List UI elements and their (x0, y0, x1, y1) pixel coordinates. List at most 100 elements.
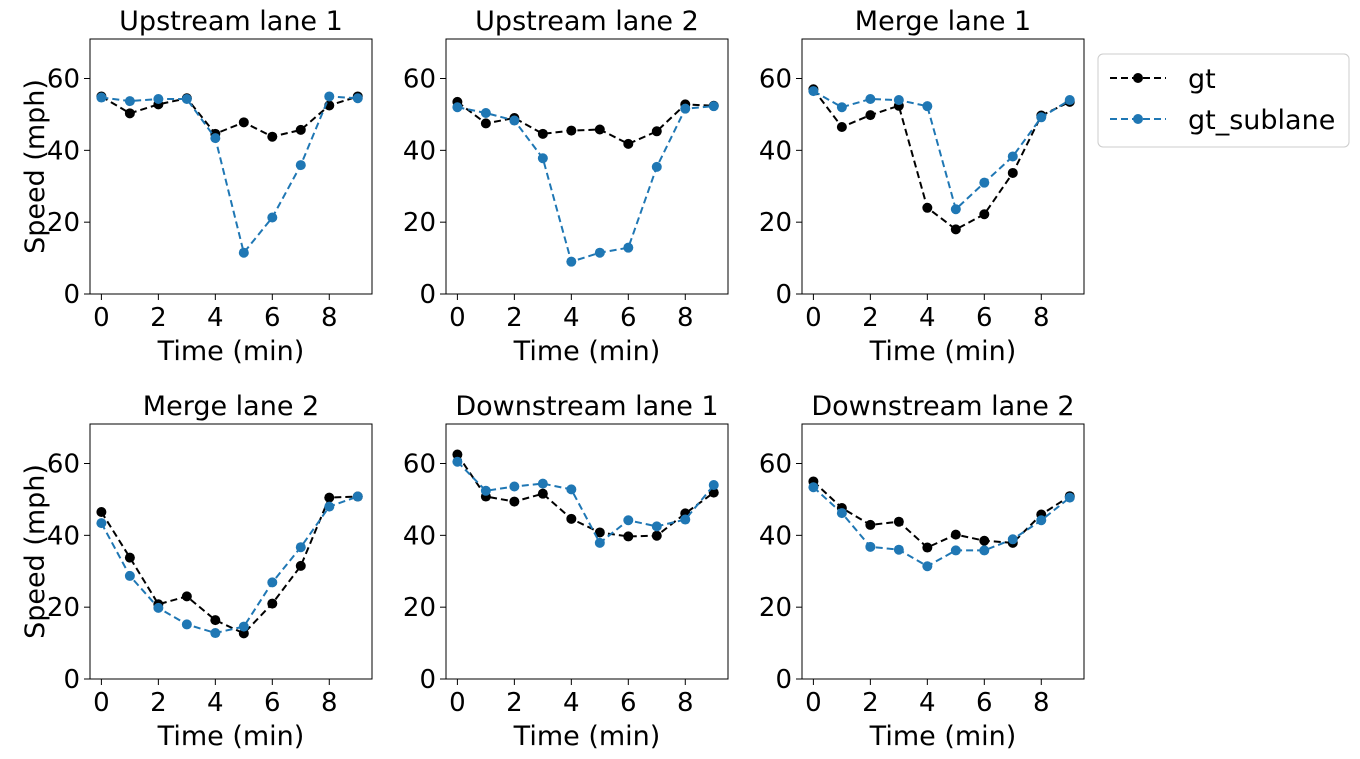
data-point-gt-sublane (1036, 515, 1047, 526)
x-tick-label: 6 (264, 688, 281, 718)
data-point-gt-sublane (1007, 534, 1018, 545)
data-point-gt-sublane (295, 160, 306, 171)
y-tick-label: 20 (759, 593, 792, 623)
data-point-gt (651, 530, 662, 541)
data-point-gt-sublane (452, 456, 463, 467)
x-tick-label: 0 (805, 303, 822, 333)
x-tick-label: 4 (207, 688, 224, 718)
data-point-gt-sublane (324, 501, 335, 512)
data-point-gt-sublane (950, 545, 961, 556)
data-point-gt (893, 516, 904, 527)
series-line-gt-sublane (456, 461, 715, 545)
data-point-gt-sublane (922, 561, 933, 572)
axes-frame (801, 423, 1085, 680)
data-point-gt (124, 552, 135, 563)
data-point-gt (950, 224, 961, 235)
series-line-gt (812, 480, 1071, 549)
series-line-gt-sublane (101, 95, 358, 255)
data-point-gt (238, 117, 249, 128)
x-axis-label: Time (min) (157, 721, 305, 752)
y-tick-label: 40 (403, 521, 436, 551)
data-point-gt-sublane (708, 101, 719, 112)
data-point-gt-sublane (124, 96, 135, 107)
series-line-gt-sublane (812, 486, 1071, 568)
data-point-gt (124, 108, 135, 119)
subplot-title: Merge lane 2 (143, 391, 319, 422)
data-point-gt-sublane (181, 93, 192, 104)
x-tick-label: 0 (805, 688, 822, 718)
data-point-gt (623, 138, 634, 149)
subplot-2: 0 2 4 6 8 0 20 40 60 Upstream lane 2 Time (min) (403, 6, 729, 367)
x-tick-label: 2 (150, 688, 167, 718)
data-point-gt-sublane (680, 103, 691, 114)
axes-frame (89, 38, 373, 295)
data-point-gt-sublane (623, 242, 634, 253)
x-axis-label: Time (min) (513, 721, 661, 752)
data-point-gt-sublane (452, 102, 463, 113)
x-tick-label: 8 (1033, 303, 1050, 333)
y-tick-label: 40 (403, 136, 436, 166)
x-tick-label: 2 (862, 688, 879, 718)
subplot-4: 0 2 4 6 8 0 20 40 60 Merge lane 2 Time (min) Speed … (20, 391, 373, 752)
x-tick-label: 6 (620, 303, 637, 333)
data-point-gt-sublane (210, 133, 221, 144)
x-tick-label: 4 (563, 303, 580, 333)
x-tick-label: 8 (1033, 688, 1050, 718)
x-axis-label: Time (min) (869, 721, 1017, 752)
subplot-title: Downstream lane 1 (455, 391, 718, 422)
data-point-gt-sublane (480, 107, 491, 118)
subplot-title: Upstream lane 1 (119, 6, 343, 37)
x-tick-label: 6 (976, 688, 993, 718)
data-point-gt-sublane (267, 212, 278, 223)
data-point-gt-sublane (509, 481, 520, 492)
data-point-gt-sublane (352, 491, 363, 502)
data-point-gt-sublane (153, 602, 164, 613)
data-point-gt-sublane (1007, 151, 1018, 162)
data-point-gt-sublane (594, 247, 605, 258)
legend: gt gt_sublane (1097, 53, 1350, 148)
data-point-gt-sublane (1064, 492, 1075, 503)
x-axis-label: Time (min) (157, 336, 305, 367)
data-point-gt (509, 496, 520, 507)
y-tick-label: 20 (403, 593, 436, 623)
x-tick-label: 0 (93, 303, 110, 333)
data-point-gt-sublane (537, 478, 548, 489)
data-point-gt (865, 110, 876, 121)
x-tick-label: 0 (449, 303, 466, 333)
data-point-gt-sublane (651, 161, 662, 172)
series-line-gt (100, 495, 358, 635)
x-tick-label: 6 (976, 303, 993, 333)
data-point-gt-sublane (808, 482, 819, 493)
axes-frame (445, 38, 729, 295)
x-tick-label: 8 (677, 303, 694, 333)
y-tick-label: 40 (47, 521, 80, 551)
x-tick-label: 8 (321, 303, 338, 333)
data-point-gt-sublane (836, 102, 847, 113)
legend-label-gt-sublane: gt_sublane (1188, 105, 1335, 136)
y-tick-label: 40 (47, 136, 80, 166)
data-point-gt-sublane (181, 619, 192, 630)
data-point-gt (295, 560, 306, 571)
y-axis-label: Speed (mph) (20, 79, 51, 254)
data-point-gt-sublane (979, 177, 990, 188)
axes-frame (801, 38, 1085, 295)
data-point-gt (922, 542, 933, 553)
data-point-gt (566, 125, 577, 136)
data-point-gt-sublane (893, 95, 904, 106)
subplot-6: 0 2 4 6 8 0 20 40 60 Downstream lane 2 Time (min) (759, 391, 1085, 752)
data-point-gt (979, 535, 990, 546)
data-point-gt (836, 121, 847, 132)
axes-frame (445, 423, 729, 680)
data-point-gt-sublane (950, 204, 961, 215)
y-tick-label: 0 (419, 665, 436, 695)
subplot-3: 0 2 4 6 8 0 20 40 60 Merge lane 1 Time (min) (759, 6, 1085, 367)
data-point-gt-sublane (295, 542, 306, 553)
data-point-gt (950, 529, 961, 540)
data-point-gt-sublane (324, 91, 335, 102)
legend-marker-gt (1133, 73, 1143, 83)
y-axis-label: Speed (mph) (20, 464, 51, 639)
data-point-gt (267, 131, 278, 142)
x-tick-label: 0 (449, 688, 466, 718)
data-point-gt (594, 527, 605, 538)
